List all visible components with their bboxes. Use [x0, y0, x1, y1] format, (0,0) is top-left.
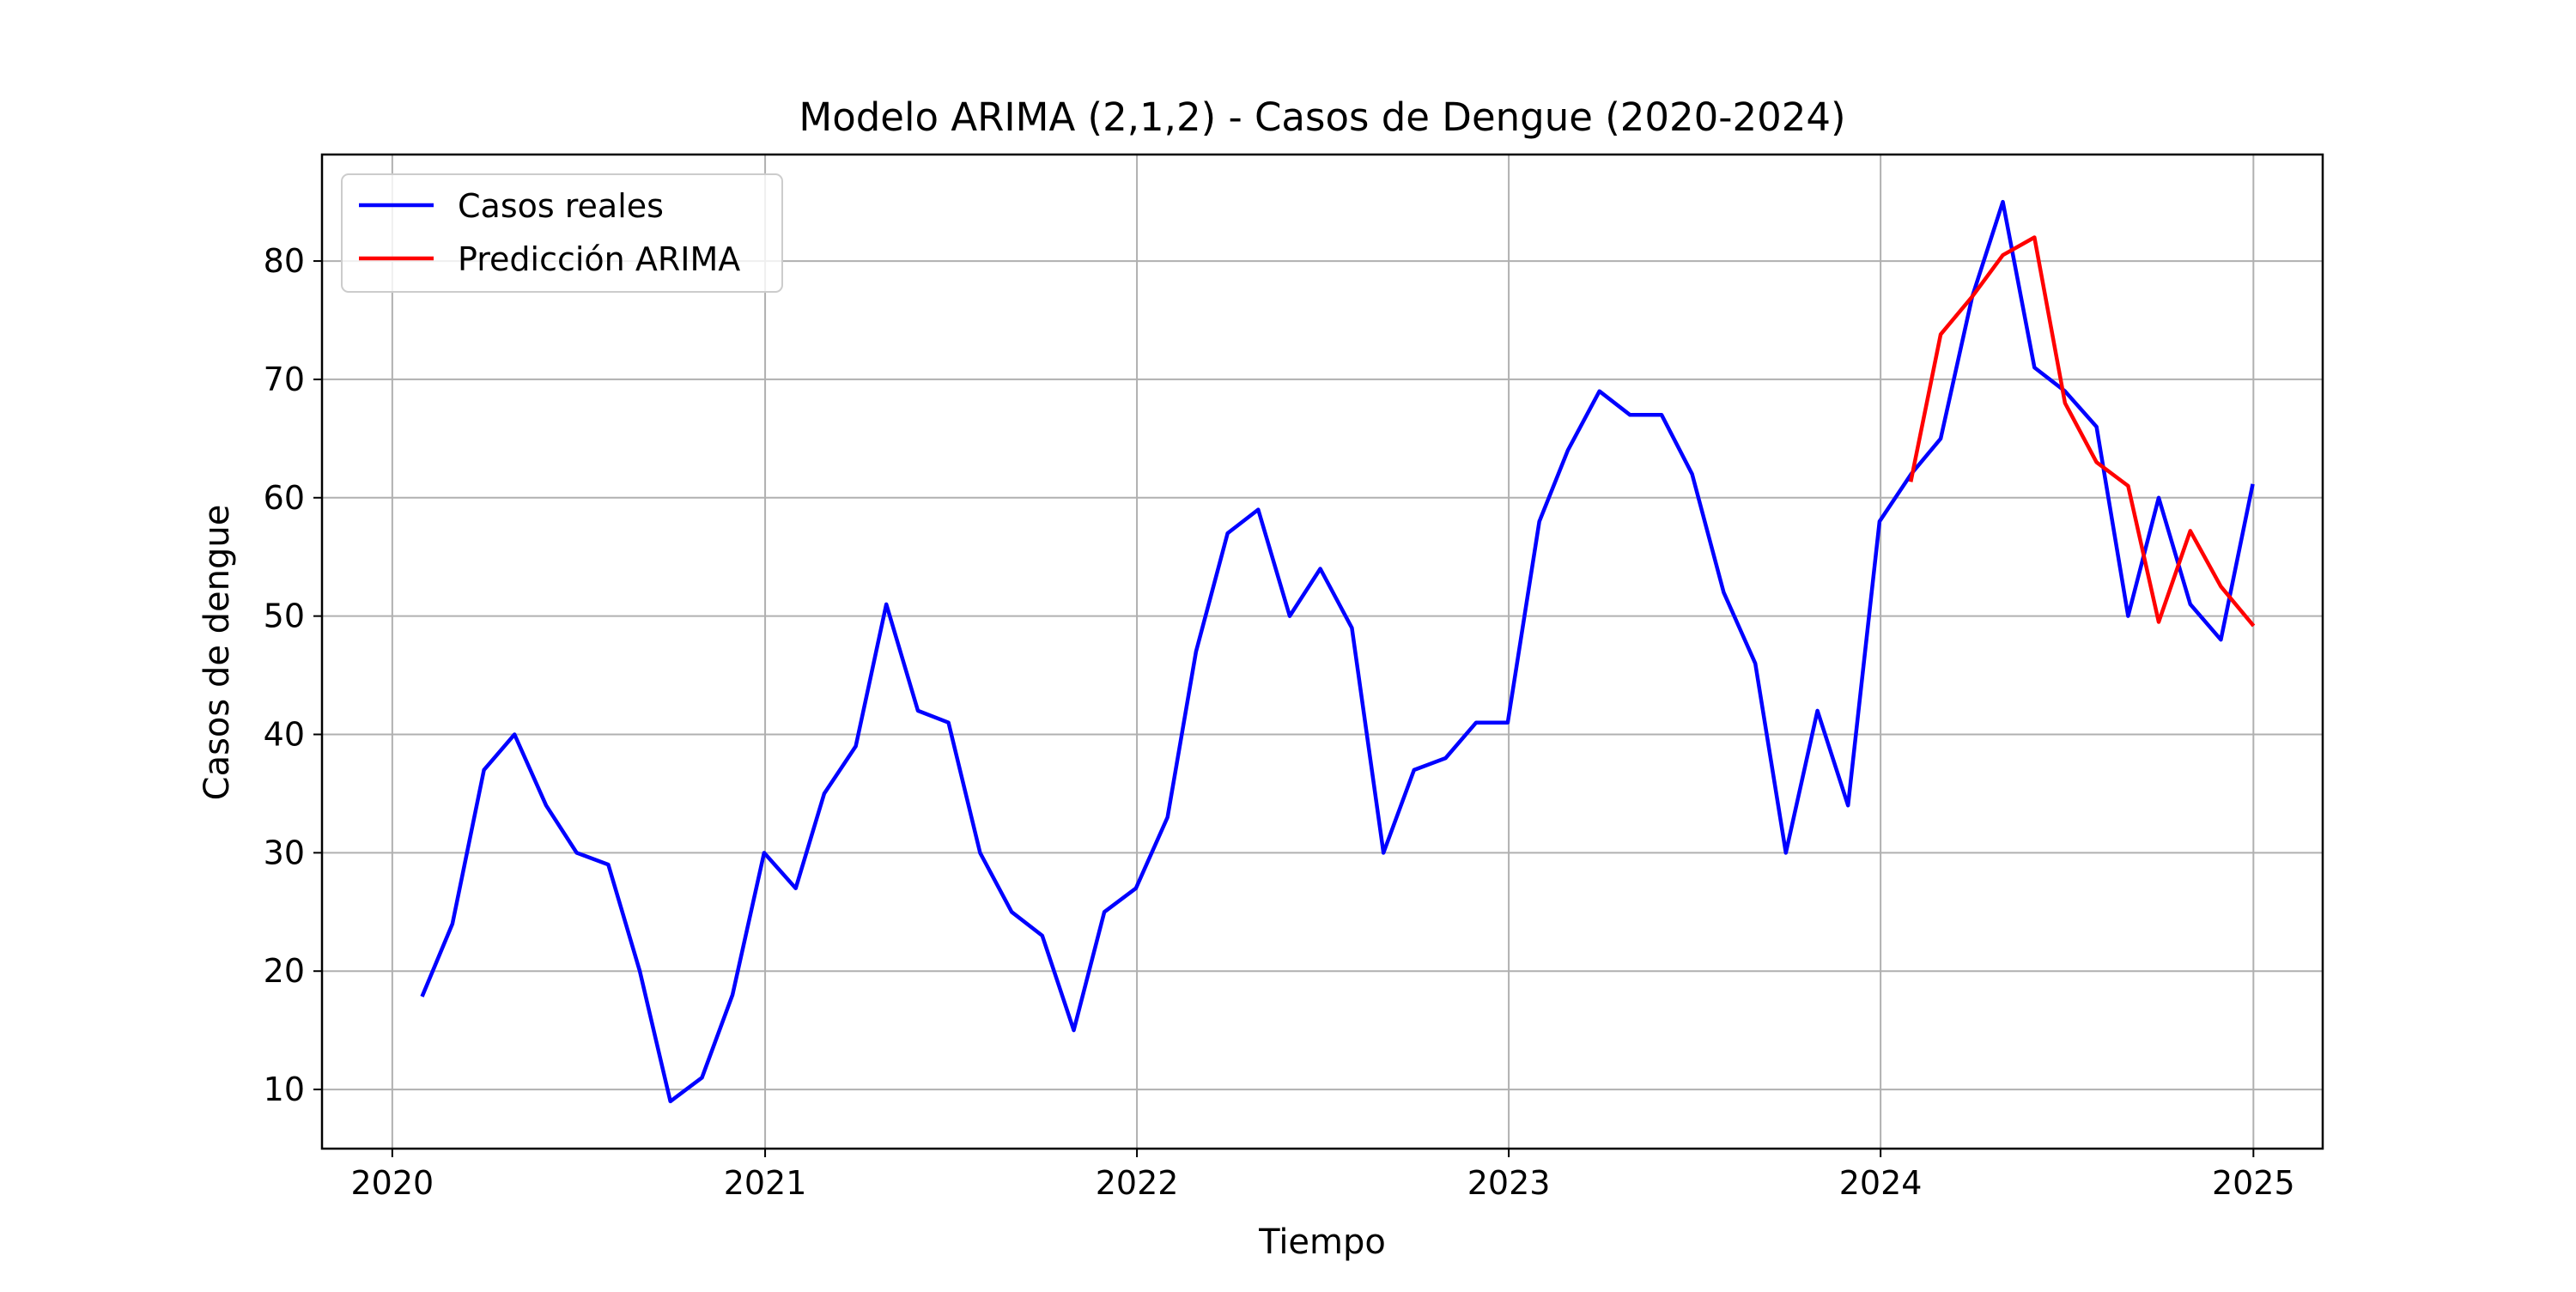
x-tick-label: 2023: [1467, 1164, 1551, 1202]
y-axis: 10 20 30 40 50 60 70 80: [264, 242, 322, 1108]
y-tick-label: 10: [264, 1071, 305, 1108]
y-tick-label: 70: [264, 361, 305, 398]
legend-frame: [341, 173, 783, 293]
plot-frame: [320, 153, 2324, 1150]
y-tick-label: 30: [264, 834, 305, 871]
series-line-casos-reales: [420, 199, 2255, 1104]
legend-label: Casos reales: [458, 187, 664, 225]
y-axis-label: Casos de dengue: [197, 505, 237, 801]
series-line-prediccion-arima: [1909, 235, 2256, 628]
legend-label: Predicción ARIMA: [458, 240, 740, 278]
x-axis: 2020 2021 2022 2023 2024 2025: [350, 1149, 2295, 1202]
plot-lines: [420, 199, 2256, 1104]
y-tick-label: 80: [264, 242, 305, 280]
y-tick-label: 60: [264, 479, 305, 517]
x-tick-label: 2021: [724, 1164, 807, 1202]
x-tick-label: 2025: [2212, 1164, 2295, 1202]
x-tick-label: 2024: [1839, 1164, 1923, 1202]
x-tick-label: 2020: [350, 1164, 434, 1202]
grid: [322, 155, 2323, 1149]
y-tick-label: 40: [264, 716, 305, 754]
x-tick-label: 2022: [1096, 1164, 1179, 1202]
x-axis-label: Tiempo: [1258, 1222, 1386, 1262]
y-tick-label: 50: [264, 597, 305, 635]
y-tick-label: 20: [264, 952, 305, 990]
legend: Casos reales Predicción ARIMA: [341, 173, 783, 293]
chart-title: Modelo ARIMA (2,1,2) - Casos de Dengue (…: [799, 94, 1845, 140]
